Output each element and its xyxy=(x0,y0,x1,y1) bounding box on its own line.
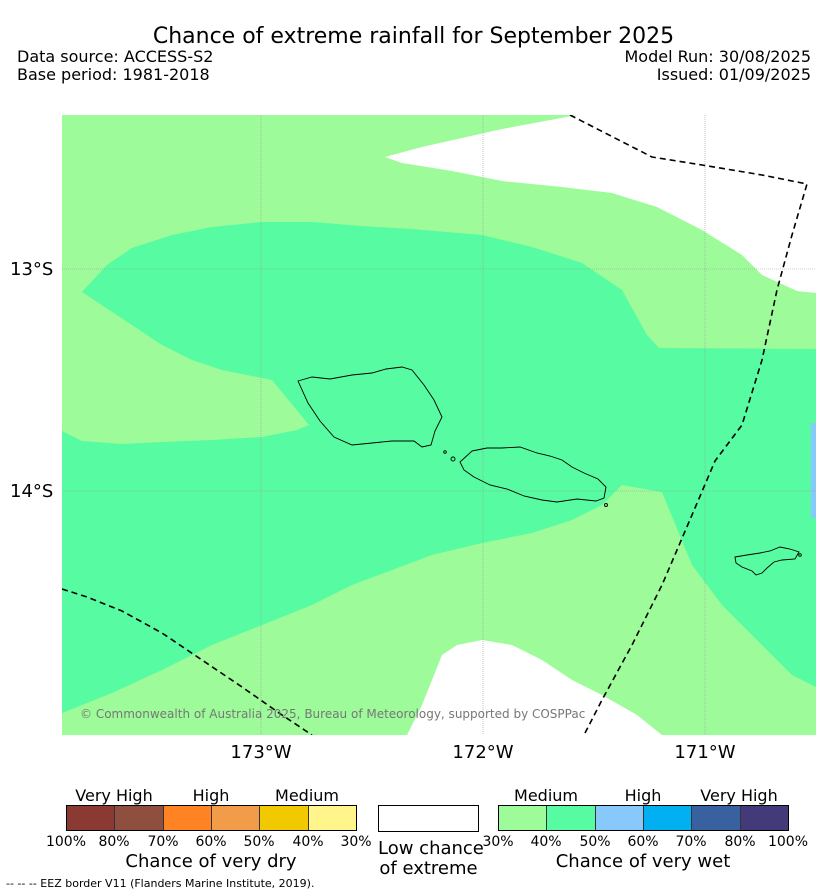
dry-swatch xyxy=(163,806,212,830)
dry-category-high: High xyxy=(192,786,230,805)
map-title: Chance of extreme rainfall for September… xyxy=(152,24,675,49)
dry-colorbar-title: Chance of very dry xyxy=(125,851,297,872)
wet-colorbar xyxy=(498,805,789,831)
wet-swatch xyxy=(595,806,644,830)
wet-swatch xyxy=(499,806,548,830)
dry-swatch xyxy=(115,806,164,830)
dry-tick: 70% xyxy=(147,834,179,850)
islet xyxy=(450,456,456,462)
dry-swatch xyxy=(260,806,309,830)
dry-category-medium: Medium xyxy=(275,786,339,805)
wet-tick: 100% xyxy=(767,834,809,850)
wet-category-very-high: Very High xyxy=(700,786,778,805)
data-source: Data source: ACCESS-S2 xyxy=(17,47,214,66)
wet-colorbar-title: Chance of very wet xyxy=(555,851,731,872)
dry-swatch xyxy=(211,806,261,830)
model-run: Model Run: 30/08/2025 xyxy=(624,47,812,66)
run-info: Model Run: 30/08/2025 Issued: 01/09/2025 xyxy=(625,48,812,84)
low-chance-swatch xyxy=(378,805,479,832)
base-period: Base period: 1981-2018 xyxy=(17,65,210,84)
lon-label-173w: 173°W xyxy=(230,742,292,763)
eez-border xyxy=(62,115,809,735)
savaii-island xyxy=(297,366,443,448)
wet-tick: 40% xyxy=(530,834,562,850)
islet xyxy=(604,503,608,507)
wet-swatch xyxy=(643,806,693,830)
tutuila-island xyxy=(734,546,800,576)
low-chance-line1: Low chance xyxy=(378,838,484,859)
issued-date: Issued: 01/09/2025 xyxy=(656,65,811,84)
wet-category-high: High xyxy=(624,786,662,805)
dry-swatch xyxy=(67,806,116,830)
dry-tick: 60% xyxy=(195,834,227,850)
dry-tick: 30% xyxy=(340,834,372,850)
no-signal-zone-south xyxy=(407,640,662,735)
lon-label-171w: 171°W xyxy=(674,742,736,763)
dry-tick: 50% xyxy=(243,834,275,850)
data-info: Data source: ACCESS-S2 Base period: 1981… xyxy=(17,48,213,84)
islet xyxy=(443,450,447,454)
high-wet-sliver xyxy=(811,423,816,518)
lat-label-14s: 14°S xyxy=(10,481,54,502)
dry-tick: 100% xyxy=(45,834,87,850)
dry-tick: 40% xyxy=(292,834,324,850)
graticule xyxy=(62,115,816,735)
low-chance-line2: of extreme xyxy=(379,858,478,879)
islet xyxy=(798,553,802,557)
eez-footnote: -- -- -- EEZ border V11 (Flanders Marine… xyxy=(6,877,315,890)
lon-label-172w: 172°W xyxy=(452,742,514,763)
rainfall-map: © Commonwealth of Australia 2025, Bureau… xyxy=(62,115,816,735)
low-chance-label: Low chance of extreme xyxy=(378,838,484,879)
lat-label-13s: 13°S xyxy=(10,259,54,280)
wet-category-medium: Medium xyxy=(514,786,578,805)
wet-tick: 70% xyxy=(675,834,707,850)
wet-swatch xyxy=(547,806,596,830)
wet-tick: 30% xyxy=(482,834,514,850)
dry-colorbar xyxy=(66,805,357,831)
dry-category-very-high: Very High xyxy=(75,786,153,805)
copyright-text: © Commonwealth of Australia 2025, Bureau… xyxy=(80,707,585,721)
dry-tick: 80% xyxy=(98,834,130,850)
upolu-island xyxy=(459,446,607,503)
wet-swatch xyxy=(692,806,741,830)
medium-wet-40-zone xyxy=(62,222,816,713)
wet-swatch xyxy=(740,806,788,830)
wet-tick: 80% xyxy=(724,834,756,850)
wet-tick: 50% xyxy=(579,834,611,850)
dry-swatch xyxy=(308,806,356,830)
wet-tick: 60% xyxy=(627,834,659,850)
no-signal-zone-north xyxy=(385,115,816,293)
island-coastlines xyxy=(297,366,802,576)
